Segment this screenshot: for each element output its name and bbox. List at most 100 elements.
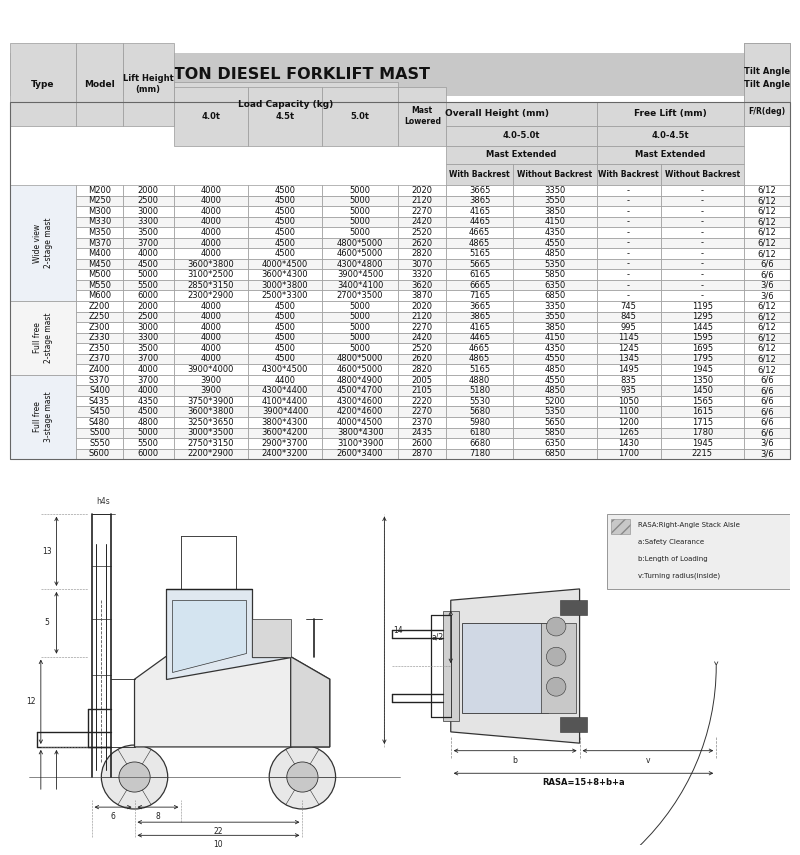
Text: -: - <box>701 217 704 227</box>
Text: Wide view
2-stage mast: Wide view 2-stage mast <box>33 218 53 268</box>
Bar <box>398 206 446 216</box>
Text: 6165: 6165 <box>469 270 490 279</box>
Text: Z350: Z350 <box>89 344 110 353</box>
Bar <box>513 322 597 333</box>
Bar <box>661 248 744 259</box>
Text: 4000*4500: 4000*4500 <box>337 418 383 427</box>
Text: 1430: 1430 <box>618 439 639 448</box>
Bar <box>122 406 174 417</box>
Bar <box>398 406 446 417</box>
Text: 6680: 6680 <box>469 439 490 448</box>
Text: 3250*3650: 3250*3650 <box>187 418 234 427</box>
Text: 5000: 5000 <box>350 217 370 227</box>
Bar <box>513 291 597 301</box>
Text: 5980: 5980 <box>469 418 490 427</box>
Text: 6/6: 6/6 <box>761 375 774 385</box>
Bar <box>248 322 322 333</box>
Text: 1795: 1795 <box>692 355 713 363</box>
Text: -: - <box>701 260 704 268</box>
Text: 2620: 2620 <box>412 239 433 247</box>
Bar <box>398 301 446 311</box>
Text: 2500: 2500 <box>138 197 158 205</box>
Text: 1945: 1945 <box>692 439 713 448</box>
Text: 1195: 1195 <box>692 302 713 310</box>
Bar <box>597 428 661 438</box>
Bar <box>174 291 248 301</box>
Text: Type: Type <box>31 80 54 89</box>
Text: 1295: 1295 <box>692 312 713 321</box>
Bar <box>322 364 398 374</box>
Bar <box>122 333 174 343</box>
Bar <box>398 374 446 386</box>
Text: 4000*4500: 4000*4500 <box>262 260 308 268</box>
Text: 6/12: 6/12 <box>758 217 777 227</box>
Text: 5000: 5000 <box>350 323 370 332</box>
Text: 4000: 4000 <box>138 365 158 374</box>
Bar <box>248 374 322 386</box>
Text: 1265: 1265 <box>618 428 639 437</box>
Text: 3865: 3865 <box>469 197 490 205</box>
Bar <box>744 386 790 396</box>
Bar <box>248 216 322 227</box>
Bar <box>174 333 248 343</box>
Bar <box>513 238 597 248</box>
Bar <box>322 238 398 248</box>
Text: 6850: 6850 <box>544 292 566 300</box>
Bar <box>122 185 174 196</box>
Bar <box>597 374 661 386</box>
Bar <box>248 238 322 248</box>
Text: 4000: 4000 <box>200 249 222 258</box>
Bar <box>174 248 248 259</box>
Bar <box>322 196 398 206</box>
Text: b: b <box>513 756 518 764</box>
Bar <box>446 386 513 396</box>
Bar <box>398 438 446 449</box>
Bar <box>248 227 322 238</box>
Bar <box>744 301 790 311</box>
Bar <box>744 311 790 322</box>
Bar <box>398 417 446 428</box>
Bar <box>597 206 661 216</box>
Bar <box>76 280 122 291</box>
Text: 6000: 6000 <box>138 292 158 300</box>
Bar <box>446 280 513 291</box>
Bar <box>661 206 744 216</box>
Bar <box>661 386 744 396</box>
Bar <box>248 269 322 280</box>
Bar <box>513 163 597 185</box>
Text: 2435: 2435 <box>412 428 433 437</box>
Text: -: - <box>701 280 704 290</box>
Text: 4500: 4500 <box>274 355 295 363</box>
Text: 5000: 5000 <box>350 344 370 353</box>
Text: 5180: 5180 <box>469 386 490 395</box>
Text: a/2: a/2 <box>431 633 443 641</box>
Bar <box>661 280 744 291</box>
Text: 2520: 2520 <box>412 344 433 353</box>
Text: a:Safety Clearance: a:Safety Clearance <box>638 539 704 545</box>
Bar <box>661 406 744 417</box>
Text: 5000: 5000 <box>350 228 370 237</box>
Bar <box>122 301 174 311</box>
Text: 3900: 3900 <box>200 386 222 395</box>
Text: 2500: 2500 <box>138 312 158 321</box>
Bar <box>446 248 513 259</box>
Text: 6/12: 6/12 <box>758 323 777 332</box>
Text: 1945: 1945 <box>692 365 713 374</box>
Text: -: - <box>627 270 630 279</box>
Text: 4800*5000: 4800*5000 <box>337 355 383 363</box>
Bar <box>597 449 661 459</box>
Text: 6/6: 6/6 <box>761 428 774 437</box>
Text: 1100: 1100 <box>618 407 639 416</box>
Text: Z370: Z370 <box>89 355 110 363</box>
Text: -: - <box>701 228 704 237</box>
Bar <box>76 438 122 449</box>
Text: 5500: 5500 <box>138 280 158 290</box>
Bar <box>398 269 446 280</box>
Bar <box>446 343 513 354</box>
Text: 4000: 4000 <box>200 323 222 332</box>
Text: 3900*4500: 3900*4500 <box>337 270 383 279</box>
Text: Lift Height
(mm): Lift Height (mm) <box>123 74 174 94</box>
Bar <box>661 291 744 301</box>
Text: 1350: 1350 <box>692 375 713 385</box>
Text: 1700: 1700 <box>618 450 639 458</box>
